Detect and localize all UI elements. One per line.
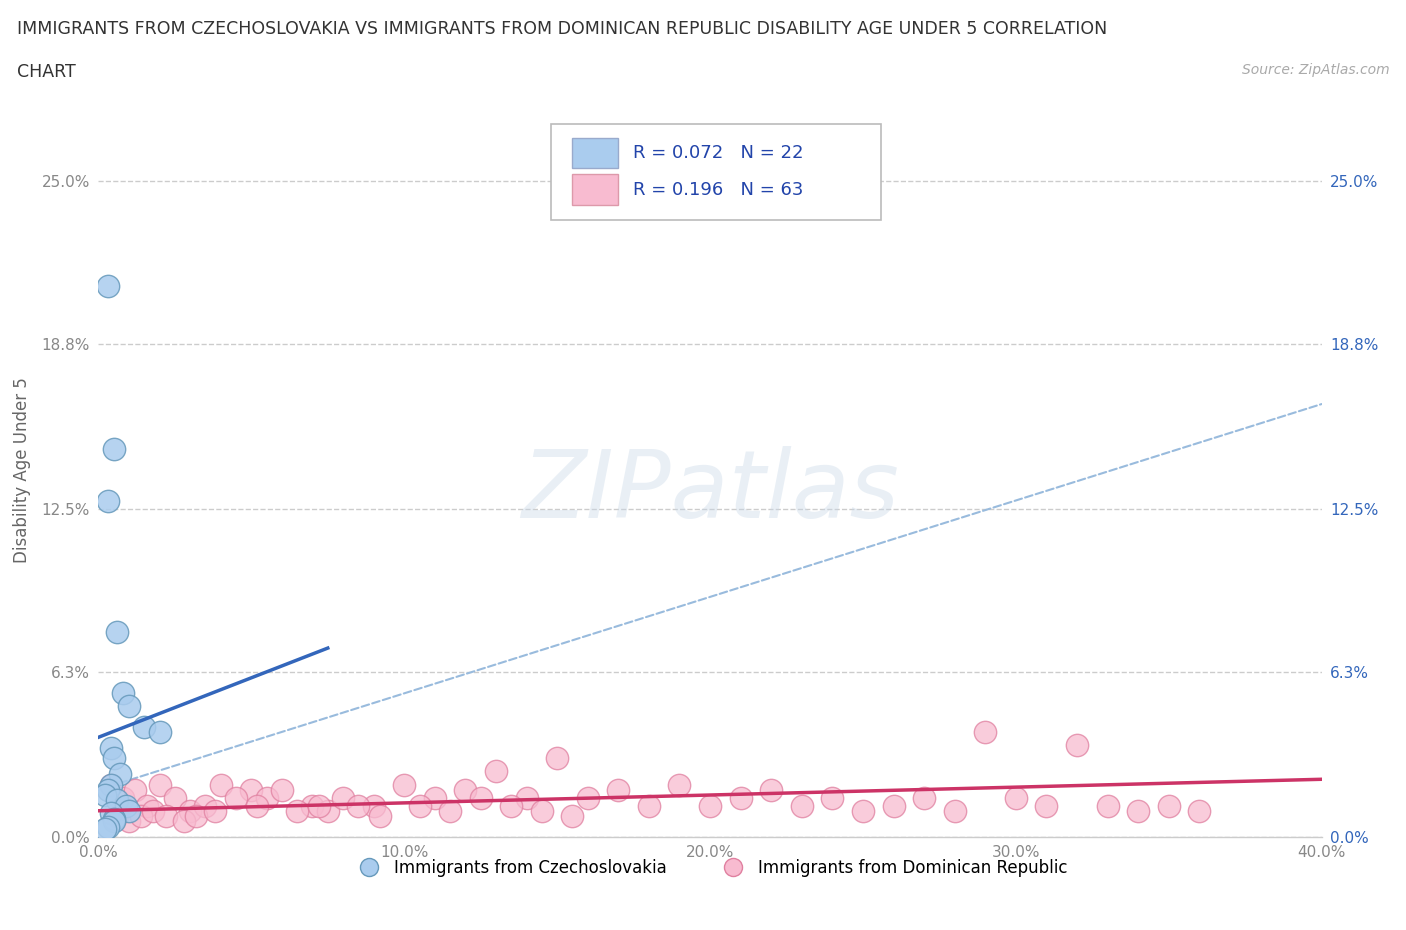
Point — [103, 751, 125, 765]
Point — [485, 764, 508, 778]
Point — [105, 792, 128, 807]
Point — [225, 790, 247, 805]
Text: CHART: CHART — [17, 63, 76, 81]
Point — [1157, 798, 1180, 813]
Point — [607, 782, 630, 797]
Point — [852, 804, 875, 818]
Point — [790, 798, 813, 813]
Text: R = 0.072   N = 22: R = 0.072 N = 22 — [633, 144, 803, 162]
Point — [194, 798, 217, 813]
Legend: Immigrants from Czechoslovakia, Immigrants from Dominican Republic: Immigrants from Czechoslovakia, Immigran… — [346, 853, 1074, 884]
Point — [1066, 737, 1088, 752]
Point — [118, 804, 141, 818]
Point — [97, 279, 120, 294]
Point — [285, 804, 308, 818]
Point — [883, 798, 905, 813]
Point — [576, 790, 599, 805]
Point — [1097, 798, 1119, 813]
Point — [97, 494, 120, 509]
Point — [118, 698, 141, 713]
Point — [115, 798, 138, 813]
Point — [111, 790, 134, 805]
Point — [1004, 790, 1026, 805]
Point — [124, 782, 146, 797]
Point — [204, 804, 226, 818]
Point — [1128, 804, 1150, 818]
Point — [134, 720, 156, 735]
Point — [93, 822, 115, 837]
Point — [368, 808, 391, 823]
Point — [129, 808, 152, 823]
Point — [408, 798, 430, 813]
Point — [103, 811, 125, 826]
Point — [246, 798, 269, 813]
Point — [108, 766, 131, 781]
Point — [97, 819, 120, 834]
Point — [1035, 798, 1057, 813]
Text: Source: ZipAtlas.com: Source: ZipAtlas.com — [1241, 63, 1389, 77]
Text: R = 0.196   N = 63: R = 0.196 N = 63 — [633, 180, 803, 199]
Point — [821, 790, 844, 805]
Point — [105, 808, 128, 823]
Point — [470, 790, 492, 805]
Y-axis label: Disability Age Under 5: Disability Age Under 5 — [13, 377, 31, 563]
Point — [1188, 804, 1211, 818]
Point — [347, 798, 370, 813]
Point — [270, 782, 292, 797]
Point — [730, 790, 752, 805]
Point — [363, 798, 385, 813]
Text: ZIPatlas: ZIPatlas — [522, 446, 898, 538]
Point — [308, 798, 330, 813]
Point — [93, 788, 115, 803]
Point — [240, 782, 263, 797]
Point — [118, 814, 141, 829]
Point — [332, 790, 354, 805]
Point — [546, 751, 568, 765]
Point — [100, 806, 122, 821]
Point — [912, 790, 935, 805]
Point — [423, 790, 446, 805]
Point — [301, 798, 323, 813]
FancyBboxPatch shape — [551, 125, 882, 219]
Point — [974, 724, 997, 739]
FancyBboxPatch shape — [572, 138, 619, 168]
Point — [149, 777, 172, 792]
Point — [173, 814, 195, 829]
Point — [316, 804, 339, 818]
Point — [100, 777, 122, 792]
Point — [179, 804, 201, 818]
Point — [637, 798, 661, 813]
Point — [943, 804, 966, 818]
Point — [209, 777, 232, 792]
Point — [530, 804, 553, 818]
Point — [105, 625, 128, 640]
Point — [561, 808, 583, 823]
Point — [516, 790, 538, 805]
Point — [100, 777, 122, 792]
FancyBboxPatch shape — [572, 174, 619, 206]
Point — [392, 777, 416, 792]
Point — [155, 808, 177, 823]
Point — [454, 782, 477, 797]
Point — [163, 790, 186, 805]
Point — [149, 724, 172, 739]
Point — [439, 804, 461, 818]
Text: IMMIGRANTS FROM CZECHOSLOVAKIA VS IMMIGRANTS FROM DOMINICAN REPUBLIC DISABILITY : IMMIGRANTS FROM CZECHOSLOVAKIA VS IMMIGR… — [17, 20, 1107, 38]
Point — [668, 777, 690, 792]
Point — [103, 441, 125, 456]
Point — [136, 798, 159, 813]
Point — [111, 685, 134, 700]
Point — [256, 790, 278, 805]
Point — [100, 740, 122, 755]
Point — [97, 782, 120, 797]
Point — [501, 798, 523, 813]
Point — [759, 782, 782, 797]
Point — [699, 798, 721, 813]
Point — [186, 808, 208, 823]
Point — [103, 814, 125, 829]
Point — [142, 804, 165, 818]
